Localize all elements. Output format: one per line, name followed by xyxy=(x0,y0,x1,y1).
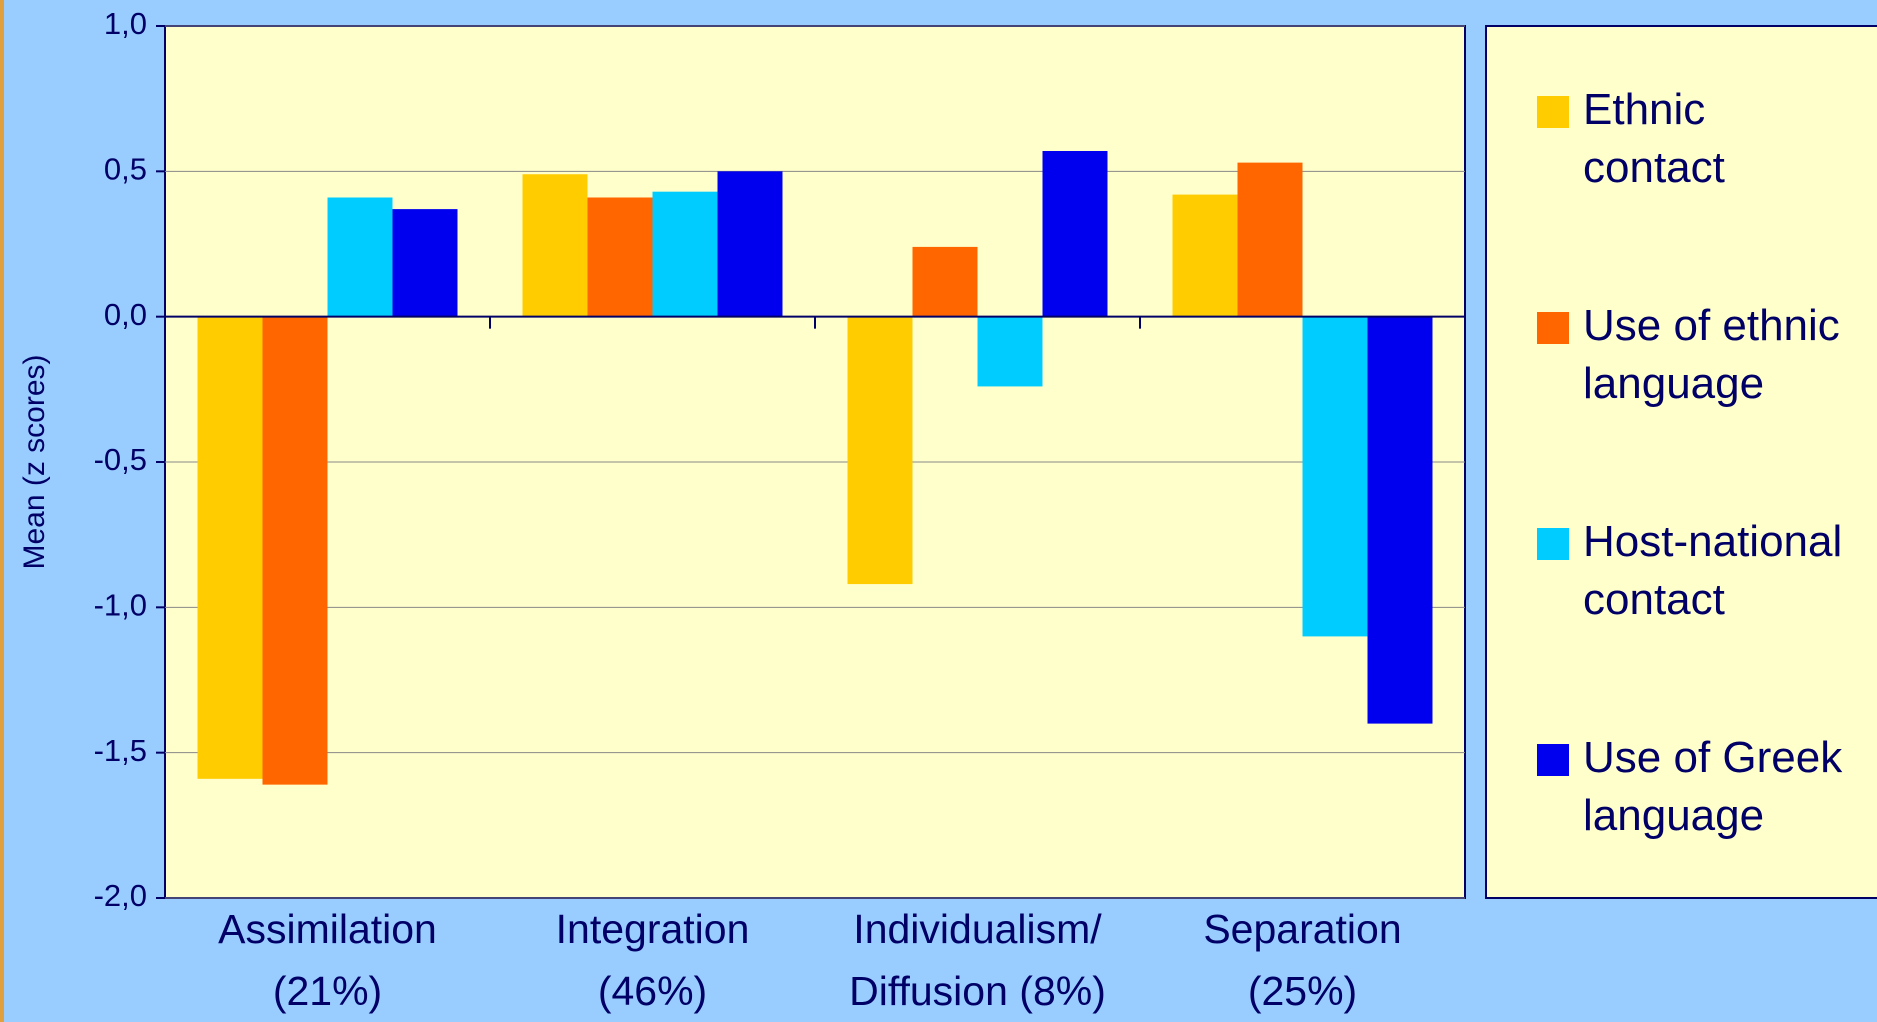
bar xyxy=(587,197,653,317)
legend-label: Use of ethnic language xyxy=(1583,301,1840,408)
bar xyxy=(197,316,263,779)
y-tick-label: -0,5 xyxy=(94,442,147,477)
y-tick-label: -1,0 xyxy=(94,588,147,623)
bar xyxy=(977,316,1043,387)
legend-label: Use of Greek language xyxy=(1583,733,1843,840)
y-tick-label: 1,0 xyxy=(104,6,147,41)
legend-label: Ethnic contact xyxy=(1583,85,1725,192)
x-tick-label: Integration (46%) xyxy=(556,906,750,1014)
bar xyxy=(1302,316,1368,637)
y-tick-label: -1,5 xyxy=(94,733,147,768)
bar xyxy=(522,174,588,317)
x-tick-label: Separation (25%) xyxy=(1203,906,1401,1014)
left-edge xyxy=(0,0,4,1022)
y-tick-label: 0,5 xyxy=(104,152,147,187)
bar xyxy=(1042,150,1108,317)
legend-swatch xyxy=(1537,744,1569,776)
bar xyxy=(652,191,718,317)
x-tick-label: Individualism/Diffusion (8%) xyxy=(849,906,1106,1014)
legend-swatch xyxy=(1537,312,1569,344)
y-tick-label: -2,0 xyxy=(94,878,147,913)
legend-swatch xyxy=(1537,528,1569,560)
x-tick-label: Assimilation (21%) xyxy=(218,906,437,1014)
bar xyxy=(327,197,393,317)
bar xyxy=(1172,194,1238,317)
bar xyxy=(717,171,783,317)
y-axis-title: Mean (z scores) xyxy=(18,354,51,569)
bar xyxy=(912,246,978,317)
legend-label: Host-national contact xyxy=(1583,517,1842,624)
bar xyxy=(1367,316,1433,724)
bar xyxy=(847,316,913,585)
y-tick-label: 0,0 xyxy=(104,297,147,332)
bar xyxy=(392,209,458,317)
bar xyxy=(1237,162,1303,317)
bar xyxy=(262,316,328,785)
legend-swatch xyxy=(1537,96,1569,128)
